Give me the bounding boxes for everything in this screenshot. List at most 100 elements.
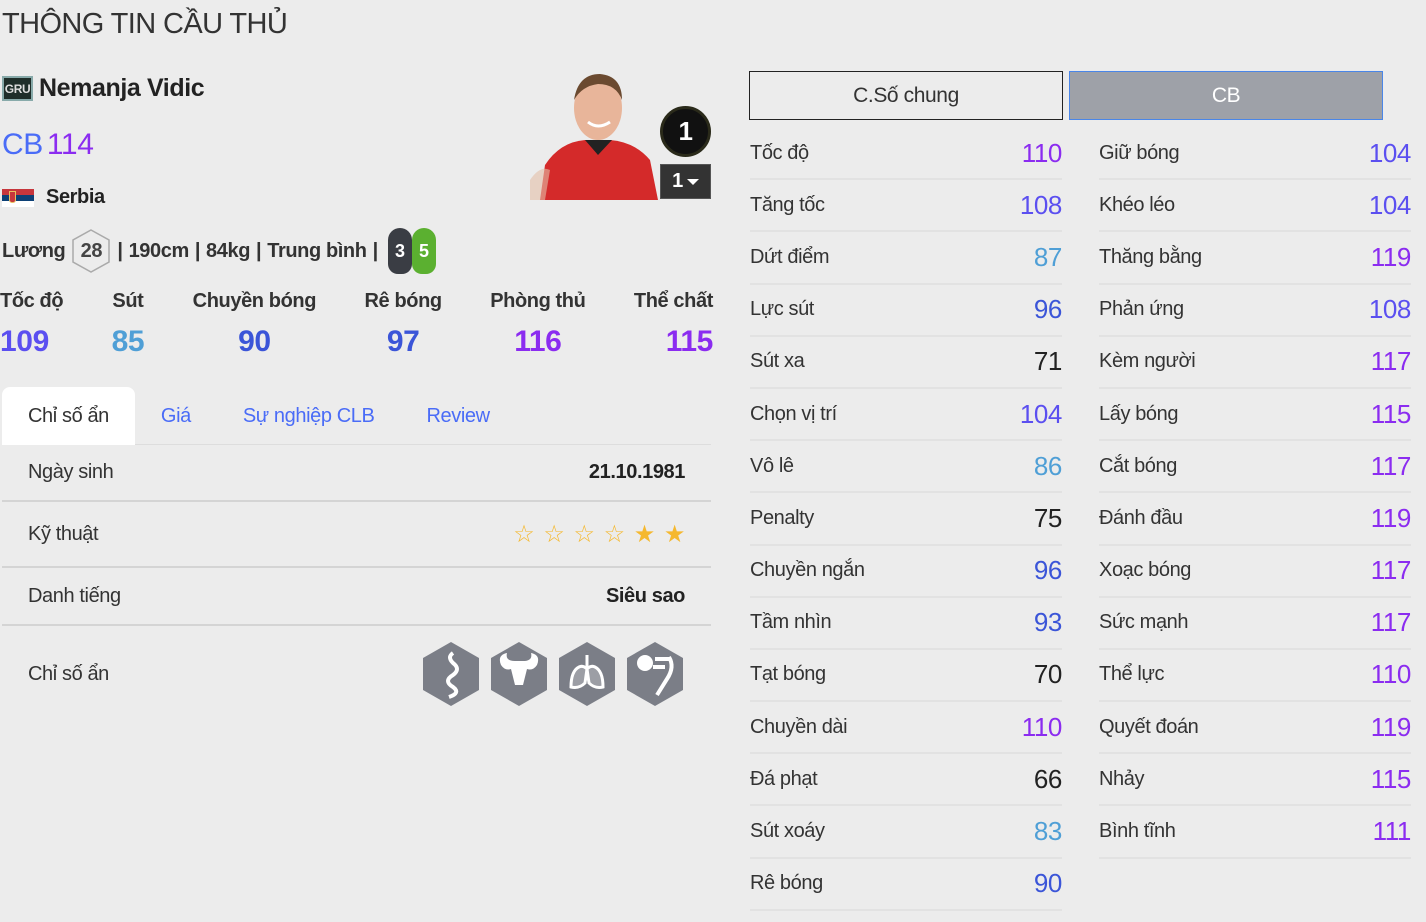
main-stat-label: Sút [112,290,144,312]
stat-row: Sút xoáy 83 [750,806,1063,859]
stat-value: 110 [1021,137,1063,168]
bull-trait-icon[interactable] [489,641,549,707]
main-stat-value: 97 [386,325,420,358]
position-stats-button[interactable]: CB [1069,71,1383,120]
stat-value: 115 [1370,398,1412,429]
main-stat: Tốc độ 109 [0,290,64,359]
stat-label: Sức mạnh [1099,611,1189,634]
info-table: Ngày sinh 21.10.1981 Kỹ thuật ☆ ☆ ☆ ☆ ★ ★ Dan… [2,445,711,722]
birth-date: 21.10.1981 [588,461,686,483]
main-stat-value: 109 [0,325,49,358]
stat-label: Tầm nhìn [750,611,832,634]
lungs-trait-icon[interactable] [557,641,617,707]
stat-label: Lấy bóng [1099,402,1179,425]
stat-value: 119 [1370,502,1412,533]
star-filled-icon: ★ [633,520,656,548]
stat-label: Thể lực [1099,663,1165,686]
stat-tabs: C.Số chung CB [749,71,1383,120]
upgrade-level-dropdown[interactable]: 1 [660,164,711,199]
position: CB [2,128,43,161]
stat-value: 75 [1033,502,1063,533]
stat-label: Tạt bóng [750,663,826,686]
main-stat-label: Tốc độ [0,290,64,312]
stat-row: Vô lê 86 [750,441,1063,494]
tab-2[interactable]: Sự nghiệp CLB [242,404,375,427]
star-outline-icon: ☆ [603,520,626,548]
stat-label: Khéo léo [1099,193,1175,216]
stat-value: 83 [1033,816,1063,847]
stat-row: Đánh đầu 119 [1099,493,1412,546]
stat-label: Kèm người [1099,350,1196,373]
stat-label: Xoạc bóng [1099,559,1192,582]
stat-row: Penalty 75 [750,493,1063,546]
stat-value: 115 [1370,763,1412,794]
stat-value: 119 [1370,241,1412,272]
stat-row: Nhảy 115 [1099,754,1412,807]
overall: 114 [46,128,94,161]
stat-value: 66 [1033,763,1063,794]
star-filled-icon: ★ [663,520,686,548]
stat-label: Nhảy [1099,767,1145,790]
stats-left-column: Tốc độ 110 Tăng tốc 108 Dứt điểm 87 Lực sút 96 S… [750,128,1062,911]
tab-1[interactable]: Giá [160,404,191,427]
stat-row: Bình tĩnh 111 [1099,806,1412,859]
birth-row: Ngày sinh 21.10.1981 [2,445,711,502]
stat-row: Tốc độ 110 [750,128,1063,181]
weak-foot-icon: 3 [387,228,412,274]
stat-label: Dứt điểm [750,245,830,268]
stat-label: Đánh đầu [1099,506,1183,529]
fame-row: Danh tiếng Siêu sao [2,568,711,626]
star-outline-icon: ☆ [543,520,565,548]
player-info-line: Lương 28 | 190cm | 84kg | Trung bình | 3… [2,228,436,274]
stat-value: 108 [1368,294,1412,325]
stat-row: Chuyền ngắn 96 [750,546,1062,598]
stat-row: Xoạc bóng 117 [1099,546,1411,598]
stat-label: Thăng bằng [1099,245,1202,268]
tab-3[interactable]: Review [426,404,490,427]
stat-label: Quyết đoán [1099,715,1199,738]
general-stats-button[interactable]: C.Số chung [749,71,1063,120]
stat-value: 111 [1372,816,1412,847]
stat-value: 86 [1033,450,1063,481]
chevron-down-icon [686,178,699,185]
season-badge: GRU [2,76,33,101]
upgrade-level-badge: 1 [660,106,711,157]
stat-label: Giữ bóng [1099,141,1180,164]
stats-right-column: Giữ bóng 104 Khéo léo 104 Thăng bằng 119 Phản … [1099,128,1411,859]
stat-value: 104 [1368,189,1412,220]
main-stat-value: 85 [111,325,145,358]
stat-row: Đá phạt 66 [750,754,1063,807]
stat-row: Giữ bóng 104 [1099,128,1412,181]
stat-label: Đá phạt [750,767,818,790]
main-stat: Sút 85 [112,290,145,359]
stat-row: Sút xa 71 [750,337,1062,389]
stat-value: 104 [1019,398,1063,429]
stat-row: Quyết đoán 119 [1099,702,1411,755]
tab-0[interactable]: Chỉ số ẩn [2,387,135,445]
stat-label: Sút xoáy [750,820,825,843]
stat-value: 104 [1368,137,1412,168]
main-stat-label: Phòng thủ [490,290,586,312]
stat-value: 117 [1370,555,1412,586]
player-photo [530,74,658,200]
stat-value: 96 [1033,555,1063,586]
stat-value: 108 [1019,189,1063,220]
stat-label: Sút xa [750,350,805,373]
page-title: THÔNG TIN CẦU THỦ [2,8,288,40]
stat-label: Chuyền ngắn [750,559,865,582]
stat-label: Rê bóng [750,872,823,895]
main-stats: Tốc độ 109 Sút 85 Chuyền bóng 90 Rê bóng 97 Phòn… [0,290,713,359]
stat-value: 117 [1370,450,1412,481]
stat-label: Penalty [750,506,814,529]
stat-row: Chọn vị trí 104 [750,389,1063,442]
snake-trait-icon[interactable] [421,641,481,707]
stat-row: Rê bóng 90 [750,859,1062,911]
stat-row: Tăng tốc 108 [750,180,1063,233]
main-stat-label: Thể chất [633,290,713,312]
ball-kick-trait-icon[interactable] [625,641,685,707]
stat-row: Sức mạnh 117 [1099,598,1411,650]
stat-row: Kèm người 117 [1099,337,1411,389]
stat-label: Tốc độ [750,141,809,164]
stat-value: 110 [1021,711,1063,742]
stat-value: 117 [1370,346,1412,377]
